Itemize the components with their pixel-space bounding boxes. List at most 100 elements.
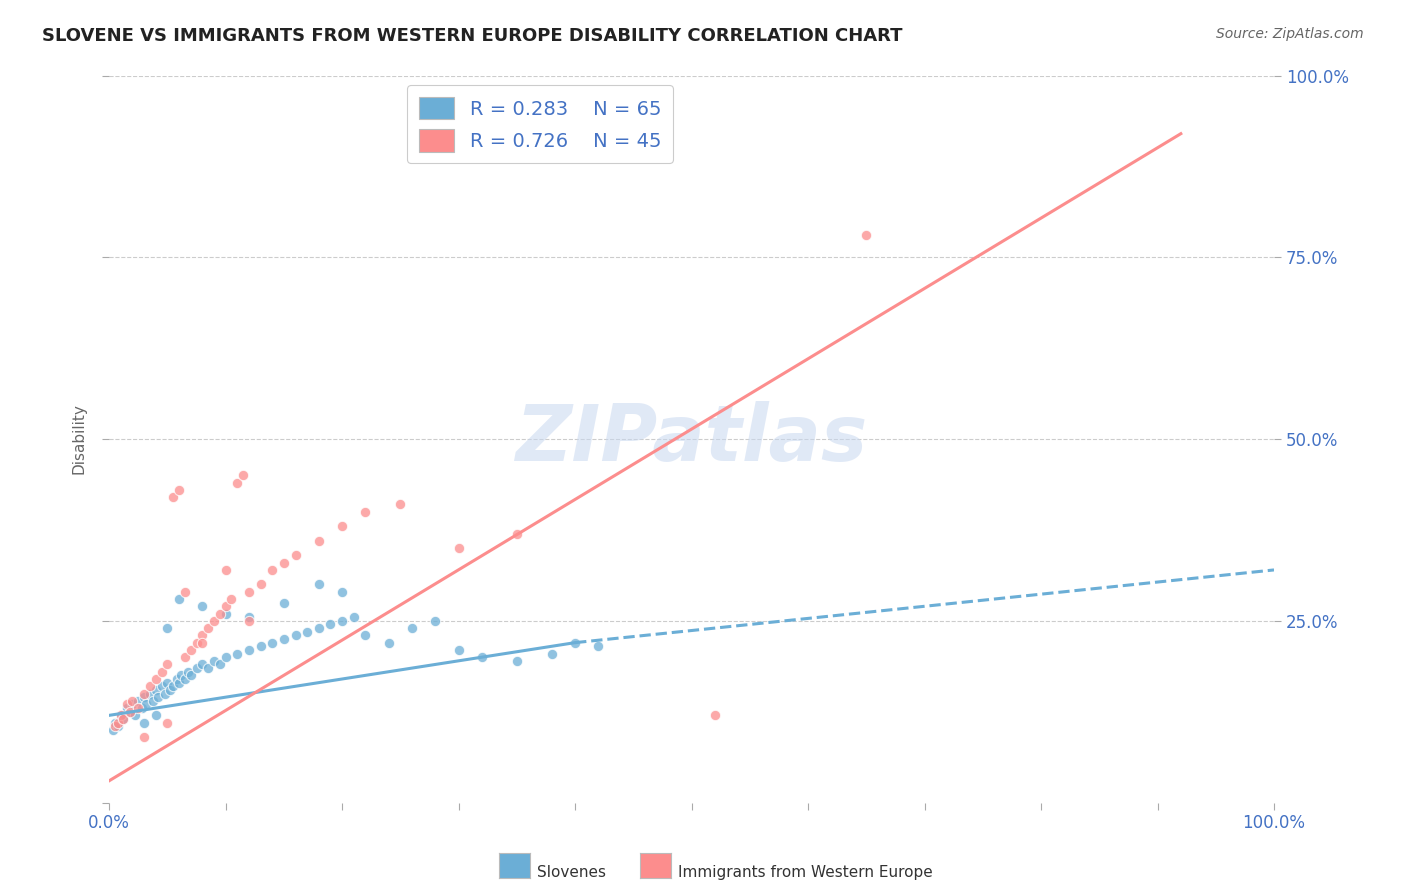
Point	[167, 592, 190, 607]
Point	[295, 624, 318, 639]
Point	[173, 650, 195, 665]
Point	[221, 592, 243, 607]
Point	[112, 712, 135, 726]
Text: ZIPatlas: ZIPatlas	[516, 401, 868, 477]
Point	[145, 682, 167, 697]
Point	[202, 654, 225, 668]
Point	[132, 690, 155, 705]
Point	[262, 635, 284, 649]
Point	[238, 643, 260, 657]
Point	[232, 468, 254, 483]
Point	[121, 694, 143, 708]
Point	[425, 614, 447, 628]
Point	[197, 661, 219, 675]
Point	[447, 541, 470, 555]
Point	[330, 519, 353, 533]
Point	[115, 701, 138, 715]
Point	[262, 563, 284, 577]
Point	[506, 654, 529, 668]
Point	[170, 668, 193, 682]
Point	[186, 635, 208, 649]
Point	[131, 701, 153, 715]
Point	[162, 679, 184, 693]
Point	[540, 647, 562, 661]
Point	[471, 650, 494, 665]
Point	[208, 657, 231, 672]
Point	[107, 715, 129, 730]
Point	[354, 628, 377, 642]
Point	[238, 610, 260, 624]
Point	[226, 647, 249, 661]
Point	[173, 672, 195, 686]
Text: Slovenes: Slovenes	[537, 865, 606, 880]
Point	[107, 719, 129, 733]
Point	[156, 621, 179, 635]
Point	[139, 679, 162, 693]
Point	[177, 665, 200, 679]
Point	[110, 708, 132, 723]
Point	[156, 715, 179, 730]
Point	[308, 577, 330, 591]
Point	[180, 643, 202, 657]
Point	[226, 475, 249, 490]
Point	[191, 635, 214, 649]
Point	[703, 708, 725, 723]
Text: Immigrants from Western Europe: Immigrants from Western Europe	[678, 865, 932, 880]
Point	[121, 698, 143, 712]
Point	[146, 690, 169, 705]
Point	[447, 643, 470, 657]
Point	[104, 719, 127, 733]
Y-axis label: Disability: Disability	[72, 403, 86, 475]
Point	[389, 498, 412, 512]
Point	[167, 675, 190, 690]
Point	[186, 661, 208, 675]
Point	[162, 490, 184, 504]
Point	[180, 668, 202, 682]
Point	[150, 679, 173, 693]
Point	[284, 549, 307, 563]
Point	[112, 712, 135, 726]
Point	[214, 650, 236, 665]
Point	[191, 657, 214, 672]
Point	[159, 682, 181, 697]
Legend: R = 0.283    N = 65, R = 0.726    N = 45: R = 0.283 N = 65, R = 0.726 N = 45	[408, 86, 673, 163]
Point	[127, 701, 149, 715]
Point	[132, 687, 155, 701]
Point	[153, 687, 176, 701]
Point	[127, 694, 149, 708]
Point	[214, 607, 236, 621]
Point	[308, 533, 330, 548]
Point	[564, 635, 586, 649]
Point	[173, 584, 195, 599]
Point	[191, 628, 214, 642]
Point	[238, 614, 260, 628]
Point	[166, 672, 188, 686]
Point	[145, 708, 167, 723]
Point	[330, 614, 353, 628]
Point	[506, 526, 529, 541]
Point	[354, 505, 377, 519]
Point	[401, 621, 423, 635]
Point	[377, 635, 399, 649]
Point	[101, 723, 124, 737]
Point	[273, 556, 295, 570]
Point	[273, 596, 295, 610]
Text: SLOVENE VS IMMIGRANTS FROM WESTERN EUROPE DISABILITY CORRELATION CHART: SLOVENE VS IMMIGRANTS FROM WESTERN EUROP…	[42, 27, 903, 45]
Point	[167, 483, 190, 497]
Point	[156, 657, 179, 672]
Point	[135, 698, 157, 712]
Point	[156, 675, 179, 690]
Point	[238, 584, 260, 599]
Point	[308, 621, 330, 635]
Point	[214, 599, 236, 614]
Point	[124, 708, 146, 723]
Point	[319, 617, 342, 632]
Point	[110, 708, 132, 723]
Point	[249, 577, 271, 591]
Point	[855, 228, 877, 243]
Point	[214, 563, 236, 577]
Point	[197, 621, 219, 635]
Point	[588, 640, 610, 654]
Point	[208, 607, 231, 621]
Point	[115, 698, 138, 712]
